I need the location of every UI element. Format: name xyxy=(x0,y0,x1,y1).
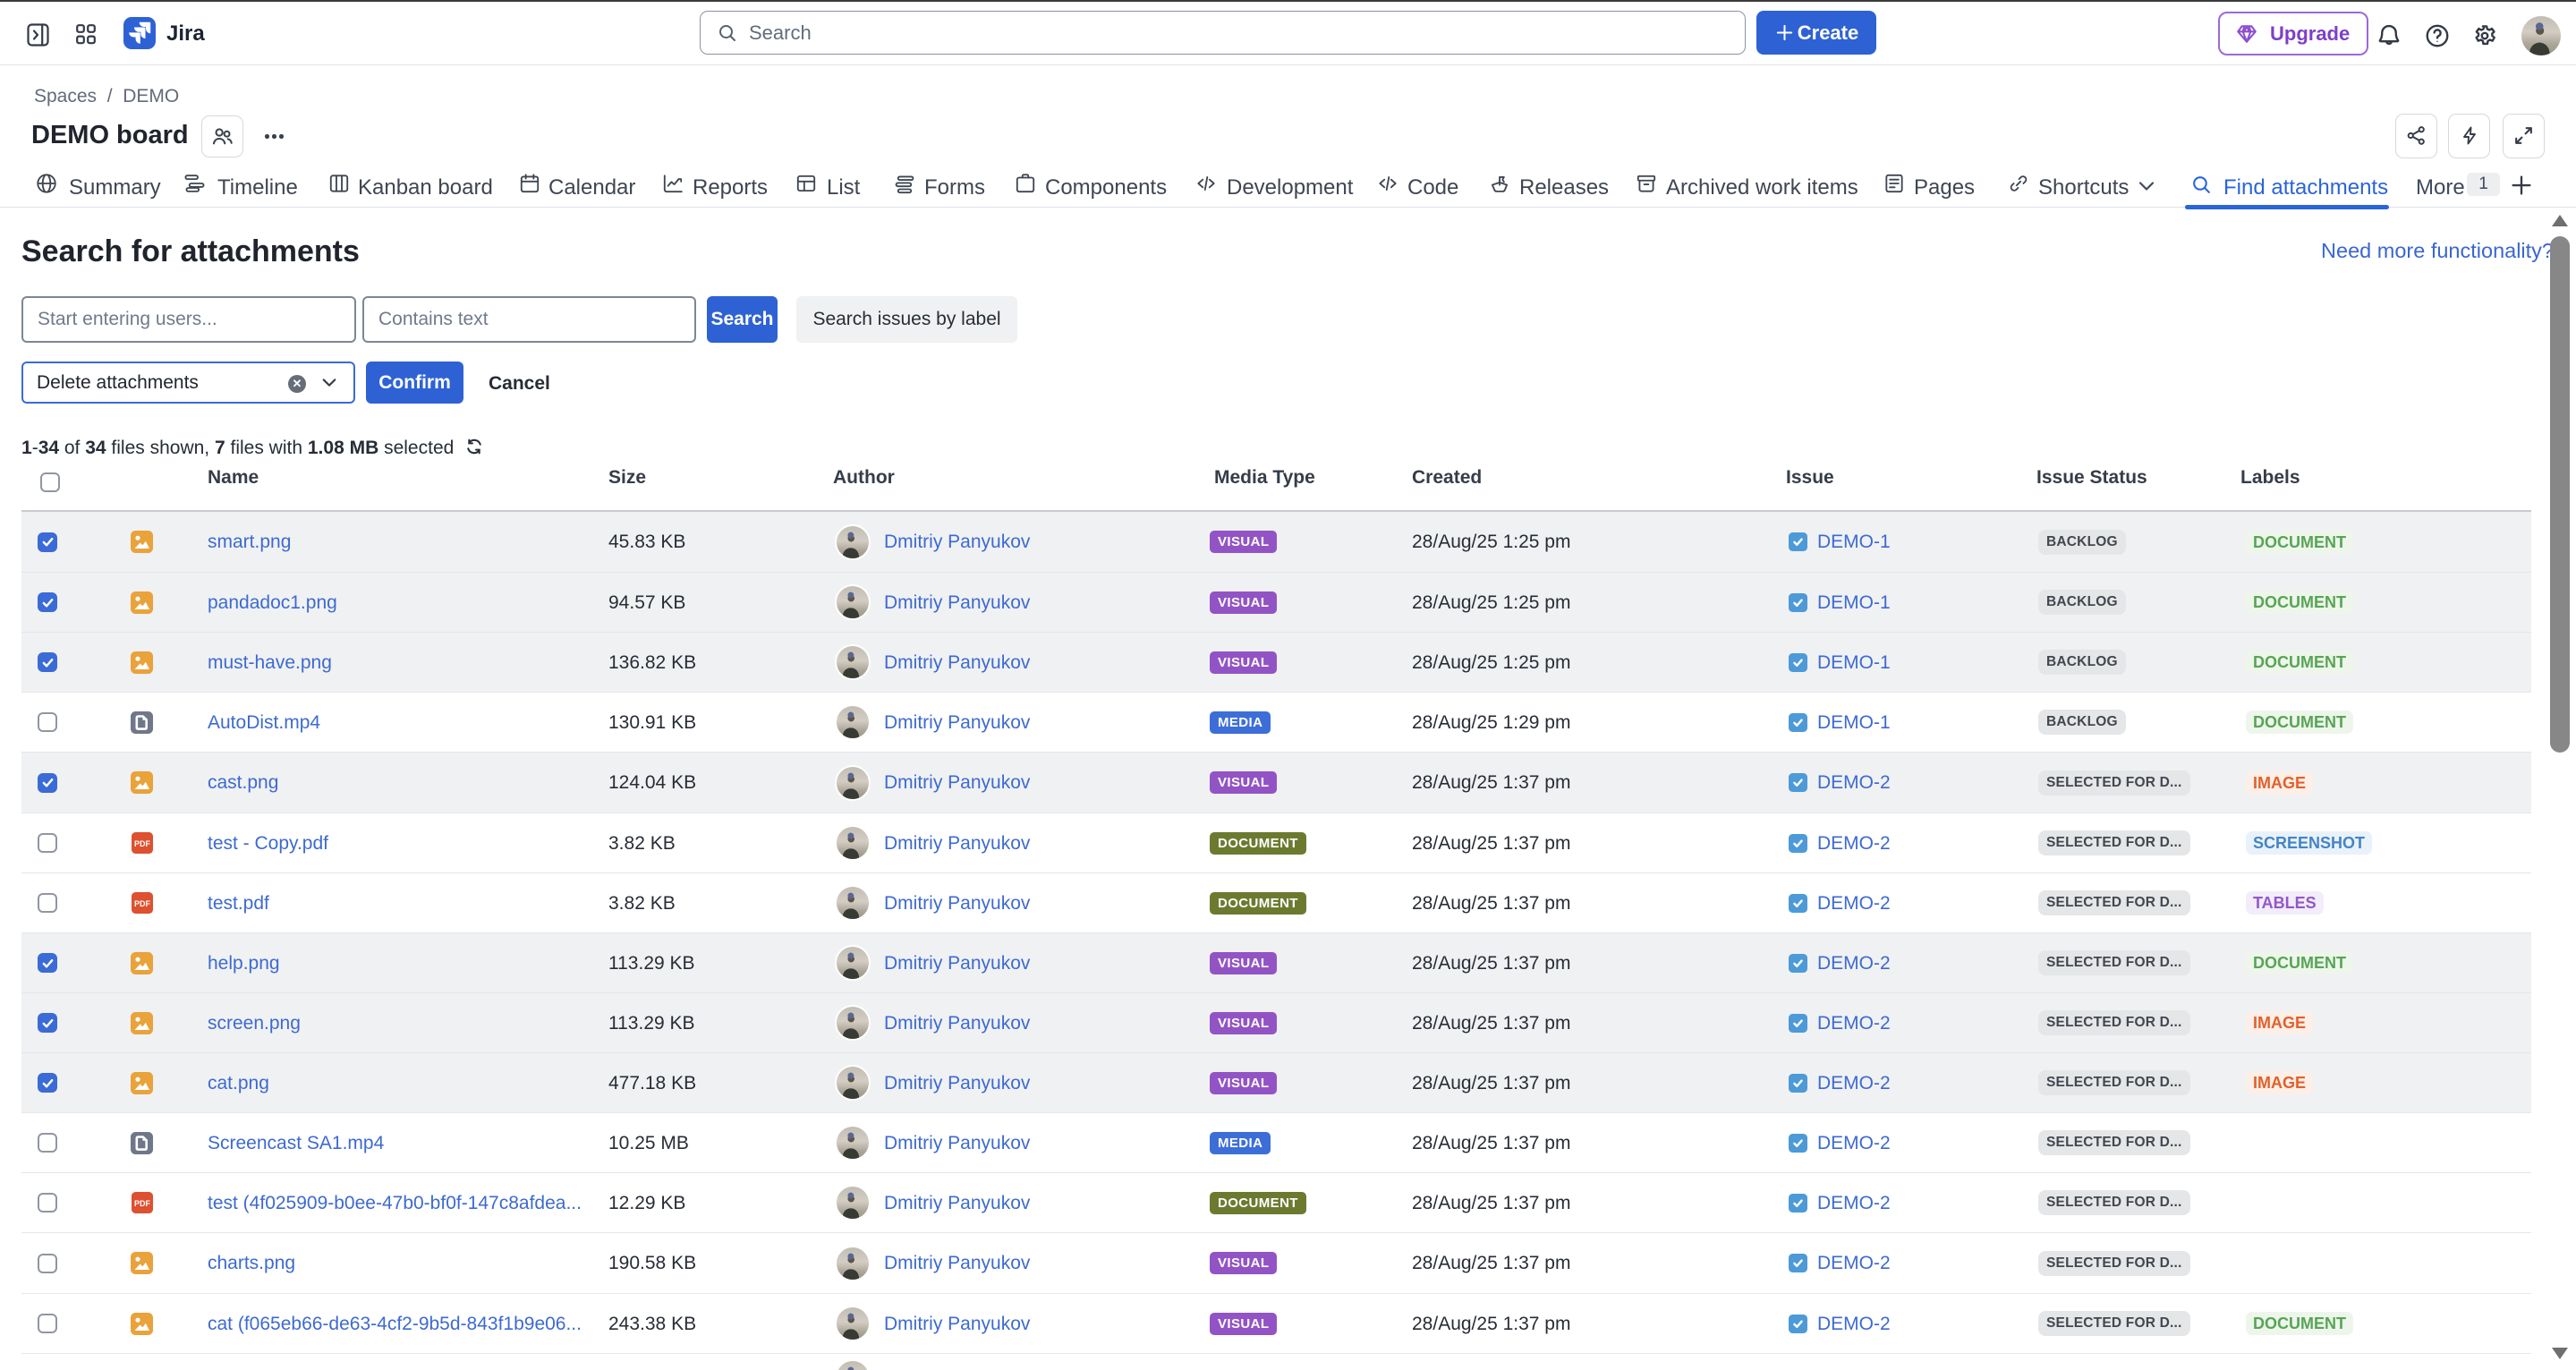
svg-text:PDF: PDF xyxy=(134,1199,151,1208)
svg-text:PDF: PDF xyxy=(134,899,151,908)
svg-text:PDF: PDF xyxy=(134,839,151,848)
